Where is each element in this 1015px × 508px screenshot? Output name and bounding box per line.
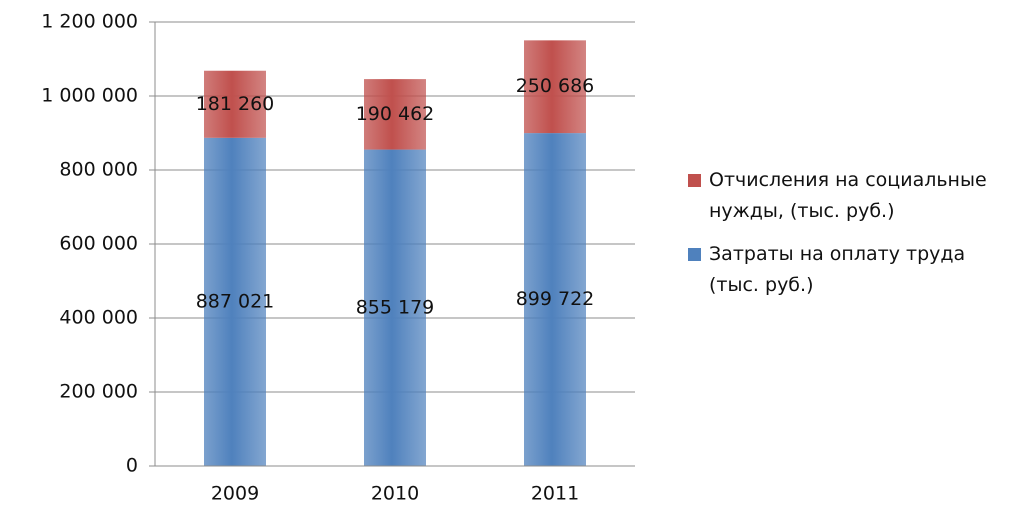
- x-tick-label: 2009: [211, 483, 259, 505]
- bar-segment: [364, 79, 426, 150]
- legend-label: Отчисления на социальные нужды, (тыс. ру…: [709, 169, 987, 222]
- legend: Отчисления на социальные нужды, (тыс. ру…: [688, 165, 1008, 313]
- y-tick-label: 200 000: [59, 381, 138, 403]
- bar-segment: [204, 70, 266, 138]
- x-tick-label: 2011: [531, 483, 579, 505]
- y-tick-label: 400 000: [59, 307, 138, 329]
- x-tick-label: 2010: [371, 483, 419, 505]
- bar-segment: [364, 149, 426, 466]
- data-label: 250 686: [516, 75, 595, 97]
- data-label: 887 021: [196, 290, 275, 312]
- bar-segment: [204, 137, 266, 466]
- y-tick-label: 600 000: [59, 233, 138, 255]
- legend-entry: Затраты на оплату труда (тыс. руб.): [688, 239, 1008, 301]
- y-tick-label: 0: [126, 455, 138, 477]
- legend-swatch: [688, 174, 701, 187]
- data-label: 899 722: [516, 288, 595, 310]
- y-tick-label: 800 000: [59, 159, 138, 181]
- legend-label: Затраты на оплату труда (тыс. руб.): [709, 243, 966, 296]
- bar-segment: [524, 40, 586, 134]
- data-label: 181 260: [196, 93, 275, 115]
- legend-entry: Отчисления на социальные нужды, (тыс. ру…: [688, 165, 1008, 227]
- data-label: 855 179: [356, 296, 435, 318]
- legend-swatch: [688, 248, 701, 261]
- y-tick-label: 1 000 000: [41, 85, 138, 107]
- bar-segment: [524, 133, 586, 467]
- y-tick-label: 1 200 000: [41, 11, 138, 33]
- data-label: 190 462: [356, 103, 435, 125]
